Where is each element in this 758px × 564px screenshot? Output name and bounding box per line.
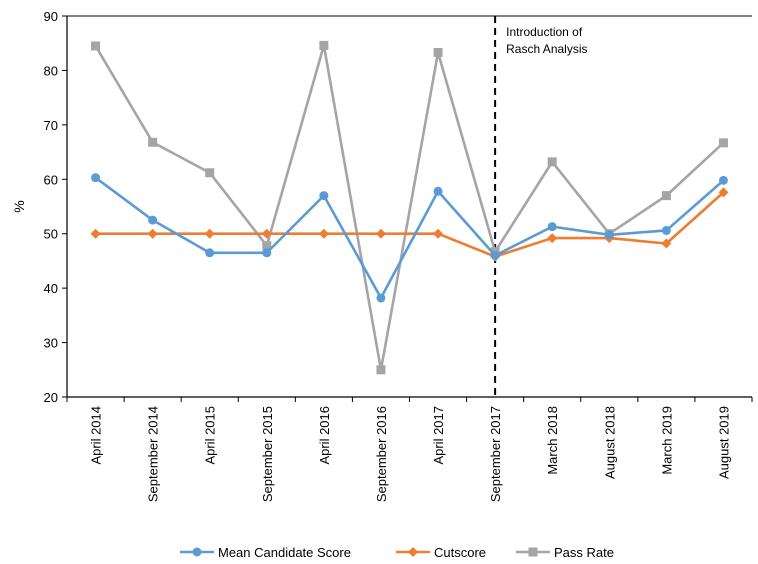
series-pass-rate: [91, 40, 728, 375]
legend-label: Pass Rate: [554, 545, 614, 560]
x-tick-label: April 2016: [317, 406, 332, 465]
data-point: [262, 241, 272, 251]
data-point: [262, 248, 272, 258]
data-point: [376, 365, 386, 375]
series-layer: [90, 40, 729, 375]
legend-swatch-marker: [528, 547, 538, 557]
y-tick-label: 60: [44, 172, 58, 187]
y-tick-label: 40: [44, 281, 58, 296]
legend-item: Mean Candidate Score: [180, 545, 351, 560]
x-tick-label: April 2014: [89, 406, 104, 465]
y-tick-label: 30: [44, 336, 58, 351]
data-point: [91, 41, 101, 51]
data-point: [205, 168, 215, 178]
data-point: [376, 293, 386, 303]
x-tick-label: April 2017: [431, 406, 446, 465]
series-line: [94, 176, 725, 300]
legend-swatch-marker: [408, 547, 418, 557]
legend-label: Cutscore: [434, 545, 486, 560]
series-mean-candidate-score: [91, 173, 728, 303]
data-point: [204, 228, 215, 239]
data-point: [661, 191, 671, 201]
data-point: [547, 222, 557, 232]
x-tick-label: September 2017: [488, 406, 503, 502]
data-point: [91, 173, 101, 183]
legend-swatch-marker: [192, 547, 202, 557]
series-cutscore: [90, 187, 729, 262]
data-point: [148, 215, 158, 225]
data-point: [661, 238, 672, 249]
data-point: [318, 228, 329, 239]
data-point: [148, 137, 158, 147]
axes: 20 30 40 50 60 70 80 90% April 2014 September 201…: [11, 9, 753, 502]
y-tick-label: 90: [44, 9, 58, 24]
series-line: [94, 44, 725, 372]
data-point: [375, 228, 386, 239]
x-tick-label: August 2018: [602, 406, 617, 479]
legend-item: Pass Rate: [516, 545, 614, 560]
series-line: [95, 191, 725, 258]
data-point: [319, 191, 329, 201]
y-tick-label: 70: [44, 118, 58, 133]
data-point: [718, 187, 729, 198]
y-axis-title: %: [11, 200, 27, 212]
data-point: [433, 228, 444, 239]
data-point: [718, 175, 728, 185]
x-tick-label: September 2014: [146, 406, 161, 502]
data-point: [718, 138, 728, 148]
data-point: [490, 250, 500, 260]
x-tick-label: September 2015: [260, 406, 275, 502]
data-point: [90, 228, 101, 239]
data-point: [319, 40, 329, 50]
y-tick-label: 20: [44, 390, 58, 405]
x-tick-label: March 2019: [659, 406, 674, 475]
data-point: [147, 228, 158, 239]
annotation-text: Rasch Analysis: [506, 42, 587, 56]
data-point: [604, 230, 614, 240]
x-tick-label: September 2016: [374, 406, 389, 502]
y-tick-label: 50: [44, 227, 58, 242]
data-point: [261, 228, 272, 239]
data-point: [433, 186, 443, 196]
annotation-text: Introduction of: [506, 25, 583, 39]
data-point: [547, 233, 558, 244]
y-tick-label: 80: [44, 63, 58, 78]
x-tick-label: August 2019: [716, 406, 731, 479]
annotation: Introduction of Rasch Analysis: [494, 16, 588, 397]
legend-item: Cutscore: [396, 545, 486, 560]
data-point: [661, 225, 671, 235]
data-point: [433, 47, 443, 57]
data-point: [205, 248, 215, 258]
data-point: [547, 157, 557, 167]
x-tick-label: April 2015: [203, 406, 218, 465]
legend-label: Mean Candidate Score: [218, 545, 351, 560]
x-tick-label: March 2018: [545, 406, 560, 475]
legend: Mean Candidate Score Cutscore Pass Rate: [180, 545, 614, 560]
